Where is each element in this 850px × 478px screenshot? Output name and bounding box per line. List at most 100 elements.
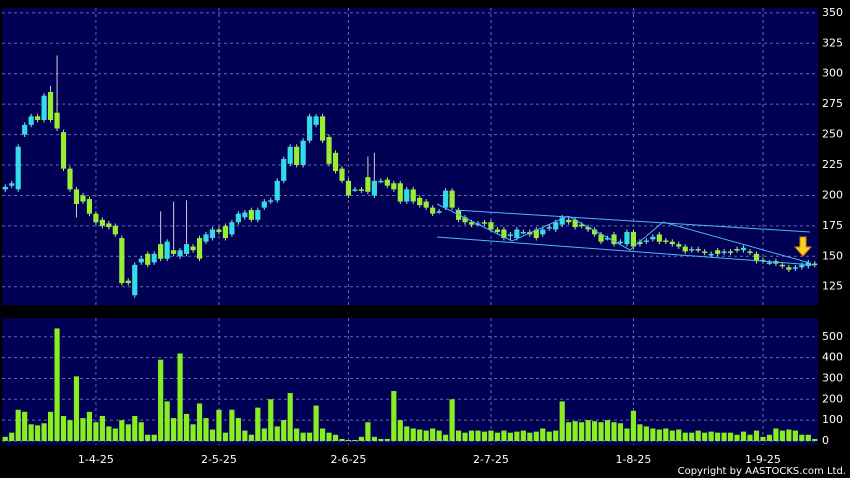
volume-bar	[47, 411, 54, 441]
candle-body	[125, 280, 131, 284]
volume-bar	[358, 436, 365, 441]
volume-bar	[591, 421, 598, 441]
volume-bar	[106, 426, 112, 441]
volume-bar	[669, 430, 675, 441]
volume-bar	[792, 430, 798, 441]
candle-body	[80, 195, 86, 202]
volume-bar	[28, 424, 34, 441]
candle-body	[417, 197, 423, 206]
volume-bar	[216, 409, 222, 441]
candle-body	[86, 199, 93, 214]
candle-body	[391, 183, 397, 190]
candle-body	[326, 137, 332, 164]
candle-body	[404, 189, 410, 202]
candle-body	[663, 240, 669, 242]
volume-tick-label: 500	[822, 330, 843, 343]
candle-body	[410, 189, 416, 202]
volume-bar	[598, 422, 604, 441]
candle-body	[119, 238, 125, 284]
candle-body	[753, 253, 760, 262]
candle-body	[378, 180, 384, 183]
volume-bar	[9, 432, 15, 441]
candle-body	[196, 238, 203, 259]
candle-body	[313, 116, 319, 125]
volume-bar	[54, 328, 60, 441]
volume-bar	[339, 438, 345, 441]
candle-body	[462, 217, 468, 223]
volume-bar	[183, 413, 190, 441]
candle-body	[235, 213, 241, 223]
volume-bar	[73, 376, 80, 441]
candle-body	[229, 222, 235, 235]
y-tick-label: 200	[822, 188, 843, 201]
volume-bar	[319, 428, 326, 441]
volume-bar	[481, 431, 488, 441]
trend-lines	[436, 203, 816, 266]
candle-body	[397, 183, 403, 202]
volume-bar	[417, 429, 423, 441]
candle-body	[9, 183, 15, 186]
x-tick-label: 1-8-25	[615, 453, 651, 466]
candle-body	[261, 201, 267, 208]
volume-bar	[676, 429, 682, 441]
marks: 1-4-25 2-5-25 2-6-25 2-7-25 1-8-25 1-9-25 125 1…	[2, 6, 843, 466]
volume-bar	[604, 420, 611, 441]
arrow-marker	[793, 236, 813, 257]
volume-bar	[391, 390, 397, 441]
candle-body	[352, 189, 358, 191]
candle-body	[514, 229, 520, 239]
candle-body	[222, 225, 229, 239]
y-tick-label: 300	[822, 67, 843, 80]
volume-bar	[663, 428, 669, 441]
volume-bar	[274, 426, 280, 441]
volume-bar	[734, 434, 740, 441]
volume-bar	[617, 423, 624, 441]
volume-bar	[747, 434, 753, 441]
x-tick-label: 2-5-25	[201, 453, 237, 466]
candle-body	[702, 251, 708, 253]
volume-bar	[86, 411, 93, 441]
candle-body	[28, 116, 34, 125]
volume-bar	[261, 428, 267, 441]
volume-bar	[158, 359, 164, 441]
volume-bar	[786, 429, 792, 441]
candle-body	[695, 249, 701, 251]
candle-body	[145, 253, 151, 265]
candle-body	[203, 234, 209, 242]
y-tick-label: 250	[822, 128, 843, 141]
volume-bar	[300, 432, 306, 441]
volume-bar	[766, 434, 773, 441]
volume-bar	[326, 432, 332, 441]
volume-bar	[559, 401, 565, 441]
lower-trend-line	[436, 236, 816, 266]
volume-bar	[579, 422, 585, 441]
candle-body	[572, 219, 578, 228]
candle-body	[637, 241, 643, 245]
volume-bar	[630, 410, 637, 441]
volume-bar	[255, 407, 261, 441]
y-tick-label: 175	[822, 219, 843, 232]
volume-bar	[546, 431, 552, 441]
candle-body	[617, 241, 624, 244]
candle-body	[501, 229, 507, 239]
candle-body	[99, 219, 105, 226]
x-tick-label: 2-6-25	[331, 453, 367, 466]
volume-bar	[404, 426, 410, 441]
volume-bar	[527, 432, 533, 441]
volume-bar	[468, 430, 475, 441]
candle-body	[287, 146, 293, 164]
candle-body	[727, 251, 734, 253]
candle-body	[766, 262, 773, 264]
candle-body	[294, 146, 300, 166]
candle-body	[209, 229, 216, 239]
candle-body	[533, 229, 539, 239]
volume-bar	[779, 430, 785, 441]
volume-bar	[352, 439, 358, 441]
volume-bar	[138, 422, 144, 441]
x-tick-label: 1-4-25	[78, 453, 114, 466]
candle-body	[656, 234, 662, 242]
volume-bar	[501, 430, 507, 441]
y-tick-label: 225	[822, 158, 843, 171]
candle-body	[242, 212, 248, 218]
